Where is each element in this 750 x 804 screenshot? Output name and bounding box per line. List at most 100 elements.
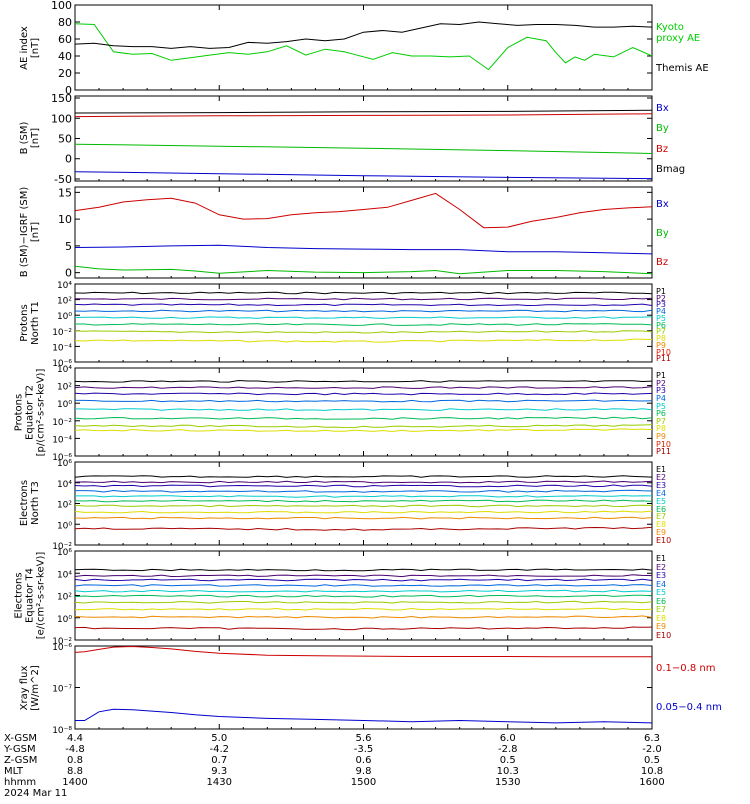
legend-entry-text: P7 [656, 327, 666, 337]
series-line-themis-ae [74, 21, 653, 49]
y-tick-label: 10⁻² [52, 542, 72, 552]
legend-entry: By [656, 228, 669, 239]
legend-entry: P2 [656, 294, 666, 303]
x-axis-row-value: -4.2 [209, 744, 229, 755]
y-axis-label: Xray flux [W/m^2] [19, 638, 41, 738]
series-line-by [74, 265, 653, 275]
legend-entry: E6 [656, 505, 666, 514]
legend-entry-text: 0.1−0.8 nm [656, 662, 716, 674]
series-line-bx [74, 171, 653, 180]
series-line-p7 [74, 330, 653, 334]
legend-entry: E2 [656, 473, 666, 482]
y-axis-label: Electrons Equator T4 [e/(cm²-s-sr-keV)] [14, 545, 47, 645]
legend-entry: E2 [656, 563, 666, 572]
legend-entry: E8 [656, 520, 666, 529]
y-axis-label-line: Equator T2 [24, 384, 36, 440]
legend-entry: Kyoto proxy AE [656, 22, 700, 44]
y-axis-label-line: B (SM)−IGRF (SM) [19, 186, 30, 278]
legend-entry-text: E4 [656, 579, 667, 589]
legend-entry-text: Bz [656, 256, 669, 268]
y-tick-label: 10² [57, 383, 72, 393]
series-line-p3 [74, 392, 653, 396]
y-axis-label: Protons Equator T2 [p/(cm²-s-sr-keV)] [14, 362, 47, 462]
x-axis-row-value: 1430 [206, 777, 232, 788]
series-line-e8 [74, 510, 653, 514]
legend-entry-text: Bx [656, 103, 669, 115]
legend-entry: E10 [656, 631, 671, 640]
legend-entry-text: proxy AE [656, 33, 701, 45]
legend-entry: P3 [656, 386, 666, 395]
legend-entry: P11 [656, 447, 671, 456]
series-line-p3 [74, 303, 653, 307]
series-line-e5 [75, 495, 653, 498]
legend-entry: E9 [656, 622, 666, 631]
series-line-e8 [75, 607, 653, 611]
y-axis-label: Electrons North T3 [19, 453, 41, 553]
x-axis-row-value: 5.0 [211, 733, 228, 744]
x-axis-row-value: -3.5 [353, 744, 374, 755]
y-axis-label: B (SM)−IGRF (SM) [nT] [19, 182, 41, 282]
y-axis-label-line: Protons [13, 393, 25, 431]
y-tick-label: 5 [65, 240, 72, 253]
x-axis-row-label: hhmm [4, 777, 37, 788]
legend-entry-text: E10 [656, 630, 672, 640]
panel-frame [74, 186, 653, 279]
x-axis-row-value: 1530 [495, 777, 521, 788]
series-line-e6 [74, 499, 653, 503]
panel-8: 10⁻⁸ 10⁻⁷ 10⁻⁶ [52, 643, 653, 736]
legend-entry-text: E7 [656, 512, 667, 522]
x-axis-row-value: 0.6 [355, 755, 372, 766]
series-line-e3 [74, 484, 653, 488]
panel-frame [74, 283, 653, 363]
series-line-e1 [74, 475, 653, 478]
y-axis-label-line: Equator T4 [24, 567, 36, 623]
y-tick-label: -50 [54, 173, 72, 186]
legend-entry-text: Bmag [656, 163, 686, 175]
y-tick-label: 10⁻⁶ [52, 359, 72, 369]
series-line-e6 [74, 594, 653, 598]
series-line-p8 [74, 338, 653, 343]
series-line-p1 [74, 291, 653, 295]
y-axis-label-line: North T1 [30, 301, 41, 345]
series-line-0-1-0-8-nm [74, 645, 652, 658]
legend-entry: E6 [656, 597, 666, 606]
legend-entry: Bz [656, 144, 668, 155]
y-tick-label: 10⁴ [57, 480, 72, 490]
legend-entry-text: P10 [656, 439, 672, 449]
legend-entry: Bx [656, 199, 669, 210]
y-axis-label-line: [e/(cm²-s-sr-keV)] [35, 551, 47, 639]
y-tick-label: 10⁻² [52, 637, 72, 647]
y-tick-label: 10⁻⁴ [52, 435, 72, 445]
x-axis-row-value: 0.7 [211, 755, 228, 766]
y-tick-label: 50 [58, 133, 72, 146]
y-tick-label: 10⁻⁴ [52, 343, 72, 353]
y-axis-label-line: Protons [19, 304, 30, 342]
legend-entry: P4 [656, 307, 666, 316]
panel-2: -50 0 50 100 150 [51, 92, 653, 186]
series-line-e7 [74, 600, 653, 604]
legend-entry-text: P5 [656, 401, 666, 411]
series-line-e9 [74, 615, 653, 619]
legend-entry: Themis AE [656, 63, 709, 74]
legend-entry: P10 [656, 440, 671, 449]
series-line-p1 [74, 379, 653, 383]
legend-entry-text: P9 [656, 340, 666, 350]
legend-entry: Bx [656, 103, 669, 114]
legend-entry-text: P7 [656, 416, 666, 426]
y-tick-label: 80 [58, 16, 72, 29]
legend-entry-text: P8 [656, 334, 666, 344]
series-line-p5 [74, 316, 653, 319]
legend-entry-text: E3 [656, 571, 667, 580]
legend-entry: P6 [656, 409, 666, 418]
legend-entry-text: P8 [656, 424, 666, 434]
x-axis-row-value: 0.5 [499, 755, 516, 766]
y-tick-label: 0 [65, 153, 72, 166]
series-line-e9 [74, 516, 653, 520]
series-line-p7 [74, 424, 653, 429]
y-tick-label: 100 [51, 112, 72, 125]
legend-entry: E4 [656, 580, 666, 589]
legend-entry-text: P11 [656, 354, 672, 364]
y-tick-label: 10⁴ [57, 281, 72, 291]
legend-entry: P1 [656, 287, 666, 296]
series-line-p6 [74, 416, 653, 420]
